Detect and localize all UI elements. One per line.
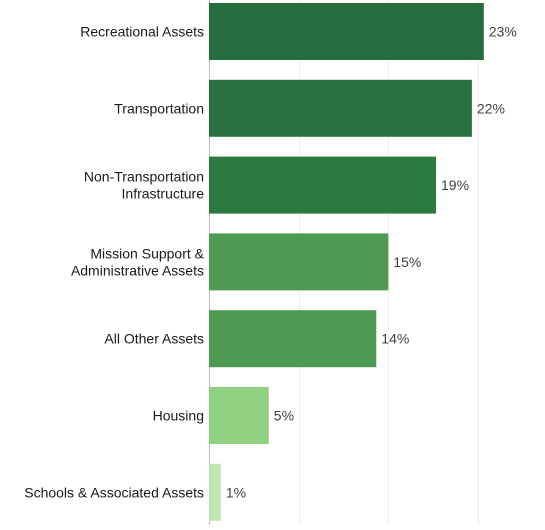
bar <box>209 79 472 137</box>
bar <box>209 156 436 214</box>
bar <box>209 387 269 444</box>
value-label: 19% <box>441 177 469 193</box>
value-label: 5% <box>274 408 294 424</box>
category-label-line: Transportation <box>114 100 204 116</box>
category-label-line: Mission Support & <box>90 245 204 261</box>
category-label: All Other Assets <box>104 331 204 347</box>
category-label: Recreational Assets <box>80 24 204 40</box>
category-label: Transportation <box>114 100 204 116</box>
value-label: 22% <box>477 100 505 116</box>
value-label: 1% <box>226 484 246 500</box>
bar <box>209 463 221 521</box>
category-label-line: Infrastructure <box>122 186 205 202</box>
category-label: Housing <box>153 408 204 424</box>
value-label: 14% <box>381 331 409 347</box>
bar <box>209 3 484 60</box>
value-labels: 23% 22% 19% 15% 14% 5% 1% <box>226 24 517 501</box>
bars <box>209 3 484 521</box>
category-label: Non-Transportation Infrastructure <box>84 169 204 202</box>
value-label: 15% <box>393 254 421 270</box>
category-label-line: Schools & Associated Assets <box>24 484 204 500</box>
category-label-line: Recreational Assets <box>80 24 204 40</box>
bar <box>209 233 389 291</box>
category-label-line: Non-Transportation <box>84 169 204 185</box>
category-label-line: Housing <box>153 408 204 424</box>
category-label: Mission Support & Administrative Assets <box>71 245 205 278</box>
value-label: 23% <box>489 24 517 40</box>
bar <box>209 310 377 368</box>
category-label: Schools & Associated Assets <box>24 484 204 500</box>
category-labels: Recreational Assets Transportation Non-Tra… <box>24 24 204 501</box>
category-label-line: All Other Assets <box>104 331 204 347</box>
category-label-line: Administrative Assets <box>71 262 204 278</box>
